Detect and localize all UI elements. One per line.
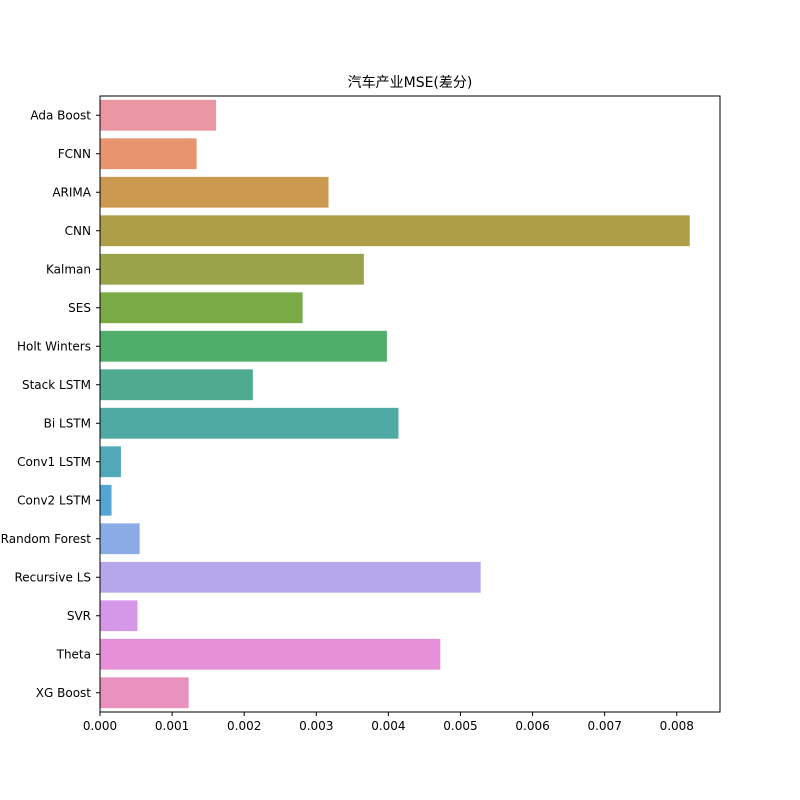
y-tick-label: XG Boost <box>36 686 92 700</box>
x-tick-label: 0.000 <box>83 719 117 733</box>
y-tick-label: Conv2 LSTM <box>17 493 91 507</box>
plot-frame <box>99 95 721 713</box>
y-tick-label: SVR <box>67 609 91 623</box>
bar-holt-winters <box>100 330 387 362</box>
bar-arima <box>100 176 329 208</box>
bar-conv2-lstm <box>100 484 112 516</box>
bar-random-forest <box>100 523 140 555</box>
y-tick-label: Holt Winters <box>17 339 91 353</box>
bar-ses <box>100 292 303 324</box>
y-tick-label: Kalman <box>46 262 91 276</box>
bar-conv1-lstm <box>100 446 121 478</box>
bar-cnn <box>100 215 690 247</box>
x-tick-label: 0.002 <box>227 719 261 733</box>
y-tick-label: Conv1 LSTM <box>17 455 91 469</box>
y-tick-label: FCNN <box>58 147 91 161</box>
bar-kalman <box>100 253 364 285</box>
bars-group <box>100 99 690 709</box>
y-tick-label: Bi LSTM <box>44 416 91 430</box>
bar-stack-lstm <box>100 369 253 401</box>
x-tick-label: 0.005 <box>443 719 477 733</box>
y-tick-label: Stack LSTM <box>22 378 91 392</box>
y-axis-ticks: Ada Boost FCNN ARIMA CNN Kalman SES Holt Wint… <box>1 108 100 700</box>
bar-fcnn <box>100 138 197 170</box>
x-axis-ticks: 0.000 0.001 0.002 0.003 0.004 0.005 0.006 0.007… <box>83 712 694 733</box>
y-tick-label: SES <box>68 301 91 315</box>
x-tick-label: 0.004 <box>371 719 405 733</box>
bar-bi-lstm <box>100 407 399 439</box>
bar-svr <box>100 600 138 632</box>
y-tick-label: Ada Boost <box>30 108 91 122</box>
bar-ada-boost <box>100 99 217 131</box>
y-tick-label: CNN <box>65 224 91 238</box>
x-tick-label: 0.006 <box>515 719 549 733</box>
x-tick-label: 0.001 <box>155 719 189 733</box>
y-tick-label: Theta <box>56 647 91 661</box>
bar-xg-boost <box>100 677 189 709</box>
y-tick-label: Recursive LS <box>14 570 91 584</box>
x-tick-label: 0.007 <box>587 719 621 733</box>
x-tick-label: 0.003 <box>299 719 333 733</box>
x-tick-label: 0.008 <box>660 719 694 733</box>
y-tick-label: Random Forest <box>1 532 92 546</box>
y-tick-label: ARIMA <box>52 185 91 199</box>
bar-theta <box>100 638 441 670</box>
chart-title: 汽车产业MSE(差分) <box>348 74 473 91</box>
bar-recursive-ls <box>100 561 481 593</box>
